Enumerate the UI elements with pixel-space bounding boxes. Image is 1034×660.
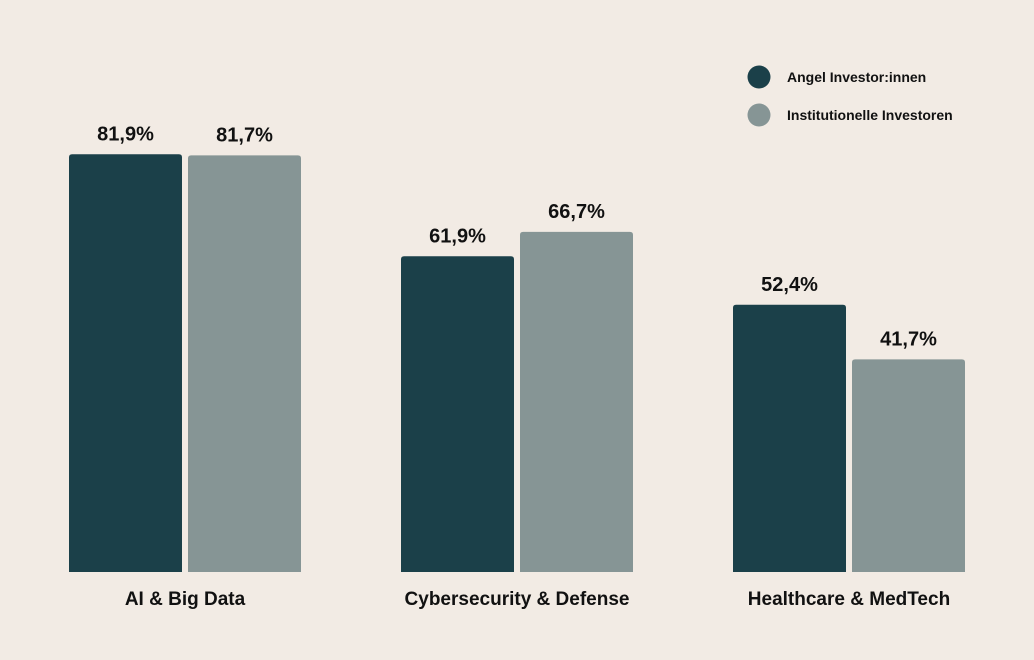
value-label-healthcare-medtech-series-2: 41,7%	[880, 328, 937, 350]
bar-cybersecurity-defense-series-1	[401, 256, 514, 572]
bar-healthcare-medtech-series-2	[852, 359, 965, 572]
legend-label-series-2: Institutionelle Investoren	[787, 107, 953, 123]
value-label-ai-big-data-series-2: 81,7%	[216, 124, 273, 146]
category-label-cybersecurity-defense: Cybersecurity & Defense	[405, 589, 630, 610]
value-label-healthcare-medtech-series-1: 52,4%	[761, 274, 818, 296]
category-label-healthcare-medtech: Healthcare & MedTech	[748, 589, 950, 610]
category-label-ai-big-data: AI & Big Data	[125, 589, 246, 610]
value-label-ai-big-data-series-1: 81,9%	[97, 123, 154, 145]
value-label-cybersecurity-defense-series-1: 61,9%	[429, 225, 486, 247]
bar-ai-big-data-series-2	[188, 155, 301, 572]
legend: Angel Investor:innen Institutionelle Inve…	[747, 65, 953, 127]
bars-group	[69, 154, 965, 572]
bar-ai-big-data-series-1	[69, 154, 182, 572]
legend-label-series-1: Angel Investor:innen	[787, 69, 926, 85]
value-label-cybersecurity-defense-series-2: 66,7%	[548, 201, 605, 223]
legend-marker-series-2	[747, 103, 771, 127]
bar-cybersecurity-defense-series-2	[520, 231, 633, 572]
category-labels-group: AI & Big Data Cybersecurity & Defense Heal…	[125, 589, 950, 610]
value-labels-group: 81,9% 81,7% 61,9% 66,7% 52,4% 41,7%	[97, 123, 937, 350]
bar-healthcare-medtech-series-1	[733, 304, 846, 572]
legend-marker-series-1	[747, 65, 771, 89]
